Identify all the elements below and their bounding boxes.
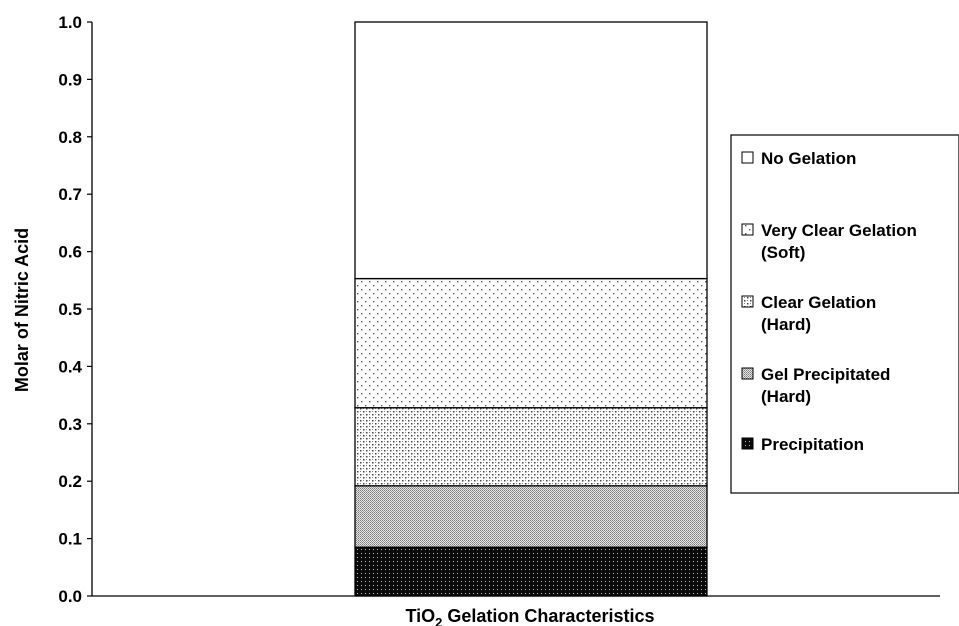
y-tick-label: 0.6 [58, 243, 82, 262]
legend-label-very-clear-gelation-soft: (Soft) [761, 243, 805, 262]
x-axis-title-rest: Gelation Characteristics [442, 606, 654, 626]
legend-label-gel-precipitated-hard: (Hard) [761, 387, 811, 406]
y-tick-labels: 0.0 0.1 0.2 0.3 0.4 0.5 0.6 0.7 0.8 0.9 1.0 [58, 13, 92, 606]
bar-segment-clear-gelation-hard [354, 407, 708, 487]
y-tick-label: 0.9 [58, 70, 82, 89]
legend-label-clear-gelation-hard: Clear Gelation [761, 293, 876, 312]
bar-segment-no-gelation [354, 21, 708, 280]
bar-segment-very-clear-gelation-soft [354, 277, 708, 409]
x-axis-title: TiO2 Gelation Characteristics [406, 606, 655, 626]
legend-swatch-clear-gelation-hard [741, 295, 754, 308]
y-tick-label: 0.3 [58, 415, 82, 434]
legend-swatch-gel-precipitated-hard [741, 367, 754, 380]
legend-label-no-gelation: No Gelation [761, 149, 856, 168]
bar-segment-precipitation [354, 546, 708, 597]
y-tick-label: 0.2 [58, 472, 82, 491]
legend-label-precipitation: Precipitation [761, 435, 864, 454]
legend-label-gel-precipitated-hard: Gel Precipitated [761, 365, 890, 384]
x-axis-title-subscript: 2 [435, 615, 442, 626]
y-tick-label: 1.0 [58, 13, 82, 32]
legend-label-clear-gelation-hard: (Hard) [761, 315, 811, 334]
y-tick-label: 0.0 [58, 587, 82, 606]
x-axis-title-main: TiO [406, 606, 436, 626]
y-tick-label: 0.4 [58, 357, 82, 376]
y-tick-label: 0.5 [58, 300, 82, 319]
legend: No Gelation Very Clear Gelation (Soft) Clea… [730, 134, 959, 494]
y-tick-label: 0.8 [58, 128, 82, 147]
legend-swatch-very-clear-gelation-soft [741, 223, 754, 236]
bar-segments [354, 21, 708, 597]
legend-swatch-precipitation [741, 437, 754, 450]
bar-segment-gel-precipitated-hard [354, 485, 708, 548]
y-tick-label: 0.1 [58, 530, 82, 549]
legend-box [730, 134, 959, 494]
y-axis-title: Molar of Nitric Acid [12, 228, 32, 392]
legend-label-very-clear-gelation-soft: Very Clear Gelation [761, 221, 917, 240]
legend-swatch-no-gelation [741, 151, 754, 164]
y-tick-label: 0.7 [58, 185, 82, 204]
